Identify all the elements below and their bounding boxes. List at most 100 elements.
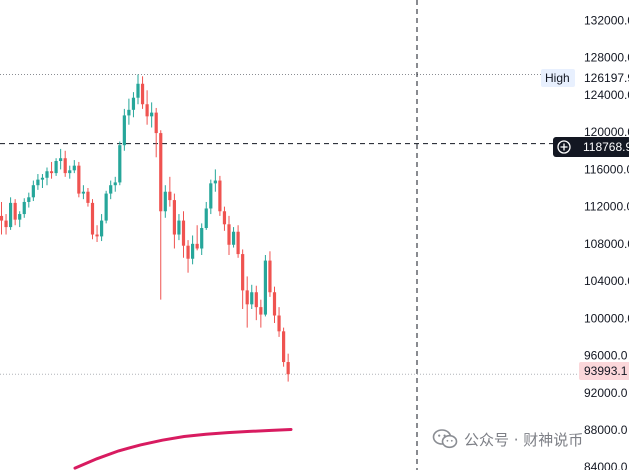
candle — [159, 130, 163, 300]
candle — [63, 150, 67, 177]
candle — [0, 201, 4, 235]
crosshair-price-tag[interactable]: 118768.9 — [553, 137, 629, 157]
candle-body — [263, 260, 267, 315]
candle-body — [231, 231, 236, 245]
candle — [18, 211, 22, 228]
candle-body — [168, 191, 172, 201]
y-tick-label: 104000.0 — [584, 274, 629, 288]
candle-body — [4, 220, 8, 228]
candles-layer — [0, 74, 290, 382]
candle — [163, 185, 167, 218]
candle — [40, 174, 45, 188]
candle — [68, 165, 72, 179]
candle — [268, 251, 272, 297]
candle-body — [100, 220, 104, 237]
candle-body — [272, 292, 277, 316]
candle — [172, 193, 176, 249]
candle — [259, 299, 263, 328]
candle-body — [95, 234, 99, 237]
candle-body — [218, 180, 222, 212]
candle — [54, 158, 58, 176]
y-tick-label: 124000.0 — [584, 88, 629, 102]
candle — [109, 180, 113, 200]
candle — [95, 225, 99, 242]
crosshair-price-value: 118768.9 — [583, 140, 629, 154]
candle-body — [54, 161, 58, 174]
y-tick-label: 96000.0 — [584, 349, 628, 363]
watermark: 公众号 · 财神说币 — [432, 428, 583, 450]
candle — [222, 206, 227, 231]
candle-body — [9, 202, 13, 228]
candle — [49, 161, 54, 179]
add-alert-icon[interactable] — [557, 140, 571, 154]
candle-body — [63, 158, 67, 174]
y-tick-label: 88000.0 — [584, 423, 628, 437]
candle-body — [268, 260, 272, 293]
candle — [286, 353, 290, 382]
wechat-icon — [432, 429, 458, 449]
candle — [241, 249, 245, 309]
watermark-text: 公众号 · 财神说币 — [464, 430, 584, 449]
candle-body — [209, 183, 213, 209]
candle — [227, 215, 231, 256]
candle — [45, 167, 49, 186]
candle-body — [163, 191, 167, 212]
candle — [177, 214, 181, 241]
candle-body — [241, 254, 245, 291]
candle — [168, 176, 172, 207]
candle — [245, 276, 249, 328]
y-tick-label: 92000.0 — [584, 386, 628, 400]
candle — [140, 76, 145, 109]
y-tick-label: 132000.0 — [584, 13, 629, 27]
reference-lines — [0, 0, 579, 470]
candle-body — [204, 208, 208, 229]
candle-body — [172, 200, 176, 235]
candle — [31, 180, 35, 202]
candle — [90, 199, 95, 240]
candle-body — [90, 202, 95, 235]
candle-body — [140, 83, 145, 105]
candle — [122, 108, 126, 151]
candle — [218, 175, 222, 216]
candle-body — [18, 214, 22, 220]
candle — [282, 327, 286, 367]
candle — [77, 161, 81, 198]
y-tick-label: 116000.0 — [584, 162, 629, 176]
candle — [195, 225, 199, 251]
y-tick-label: 100000.0 — [584, 311, 629, 325]
candle-body — [213, 180, 217, 184]
candle-body — [22, 201, 26, 215]
plus-icon — [560, 143, 568, 151]
candle — [72, 160, 76, 174]
candle — [59, 148, 63, 170]
candle — [250, 284, 254, 309]
high-value: 126197.9 — [584, 71, 629, 85]
candle-body — [77, 165, 81, 194]
candle — [209, 179, 213, 215]
candle-body — [31, 185, 35, 198]
candle-body — [122, 115, 126, 146]
y-tick-label: 112000.0 — [584, 200, 629, 214]
candle-body — [191, 243, 195, 259]
candle — [277, 307, 281, 337]
last-price-tag: 93993.1 — [579, 362, 629, 380]
candle-body — [222, 211, 227, 225]
candle — [13, 199, 17, 226]
candle-body — [127, 109, 131, 116]
candle-body — [277, 315, 281, 332]
candle-body — [27, 197, 31, 202]
candle-body — [86, 191, 90, 203]
candle — [236, 225, 240, 258]
candle — [118, 141, 122, 186]
candle-body — [45, 171, 49, 178]
candle — [9, 197, 13, 230]
candle-body — [104, 193, 108, 221]
candle — [254, 285, 258, 321]
candle — [22, 198, 26, 218]
candle-body — [145, 104, 149, 117]
candle — [263, 255, 267, 317]
candle-body — [113, 182, 117, 186]
candle — [204, 201, 208, 230]
